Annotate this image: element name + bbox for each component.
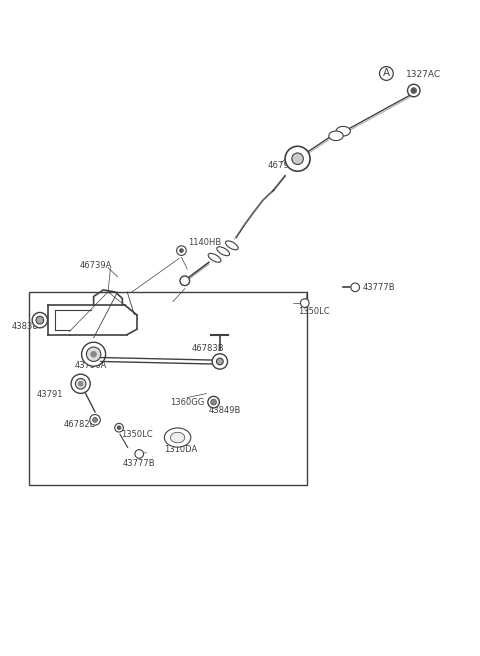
Ellipse shape [170,432,185,443]
Text: 43791: 43791 [36,390,63,400]
Ellipse shape [180,276,190,285]
Ellipse shape [208,253,221,262]
Ellipse shape [211,400,216,405]
Ellipse shape [36,316,44,324]
Ellipse shape [216,358,223,365]
Ellipse shape [115,423,123,432]
Text: 43777B: 43777B [362,283,395,292]
Ellipse shape [217,247,229,256]
Ellipse shape [180,249,183,253]
Text: 43849B: 43849B [209,406,241,415]
Ellipse shape [82,342,106,366]
Ellipse shape [78,381,83,386]
Ellipse shape [212,354,228,369]
Ellipse shape [408,84,420,97]
Ellipse shape [164,428,191,447]
Text: 46783B: 46783B [192,344,225,354]
Ellipse shape [135,449,144,459]
Text: 43838: 43838 [12,322,39,331]
Ellipse shape [300,298,309,308]
Text: 46782D: 46782D [63,420,96,429]
Ellipse shape [93,417,97,422]
Ellipse shape [117,426,121,430]
Ellipse shape [285,146,310,171]
Bar [29,292,307,485]
Ellipse shape [177,246,186,255]
Ellipse shape [411,88,417,93]
Text: A: A [383,68,390,79]
Text: 43777B: 43777B [122,459,155,468]
Ellipse shape [208,396,219,408]
Ellipse shape [351,283,360,292]
Text: 43756A: 43756A [74,361,107,370]
Ellipse shape [336,127,350,136]
Text: 46790: 46790 [267,161,295,170]
Text: 1310DA: 1310DA [164,445,197,454]
Ellipse shape [226,241,238,250]
Ellipse shape [90,415,100,425]
Ellipse shape [292,153,303,165]
Text: 1140HB: 1140HB [188,238,221,247]
Ellipse shape [86,347,101,361]
Text: 1360GG: 1360GG [170,398,204,407]
Ellipse shape [91,352,96,357]
Ellipse shape [329,131,343,140]
Text: 1350LC: 1350LC [298,307,329,316]
Text: 1350LC: 1350LC [121,430,153,439]
Ellipse shape [75,379,86,389]
Ellipse shape [32,312,48,328]
Text: 1327AC: 1327AC [406,70,441,79]
Text: 46739A: 46739A [79,261,111,270]
Ellipse shape [71,374,90,394]
